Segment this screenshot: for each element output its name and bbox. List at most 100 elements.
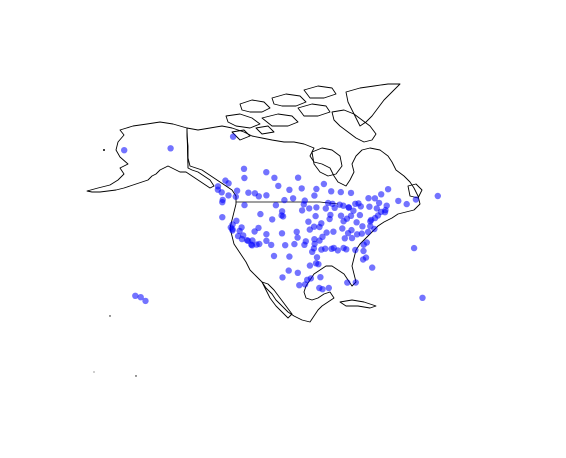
observation-point xyxy=(353,231,361,238)
observation-points-layer xyxy=(121,133,441,305)
island-speck xyxy=(103,149,105,151)
coastline-layer xyxy=(86,83,423,377)
observation-point xyxy=(293,228,300,235)
observation-point xyxy=(316,237,323,244)
observation-point xyxy=(255,193,262,200)
observation-point xyxy=(434,192,441,200)
observation-point xyxy=(359,256,367,263)
arctic-island xyxy=(225,113,261,129)
observation-point xyxy=(384,186,392,193)
observation-point xyxy=(233,217,240,224)
observation-point xyxy=(363,239,370,246)
observation-point xyxy=(121,147,128,154)
observation-point xyxy=(327,211,334,219)
arctic-island xyxy=(297,103,331,117)
observation-point xyxy=(322,205,329,212)
observation-point xyxy=(286,253,293,260)
observation-point xyxy=(298,185,305,192)
observation-point xyxy=(229,133,237,140)
observation-point xyxy=(275,182,282,190)
arctic-island xyxy=(271,93,307,107)
observation-point xyxy=(352,279,359,286)
observation-point xyxy=(306,262,314,269)
island-speck xyxy=(135,375,137,377)
observation-point xyxy=(263,231,270,238)
observation-point xyxy=(312,260,320,267)
observation-point xyxy=(347,212,355,219)
observation-point xyxy=(325,284,332,292)
observation-point xyxy=(282,242,289,249)
observation-point xyxy=(352,200,359,207)
observation-point xyxy=(358,230,365,237)
observation-point xyxy=(298,207,306,214)
observation-point xyxy=(225,192,232,199)
alaska-canada-border xyxy=(186,127,189,169)
observation-point xyxy=(268,241,275,249)
observation-point xyxy=(383,202,390,209)
observation-point xyxy=(255,224,262,232)
observation-point xyxy=(340,218,347,225)
observation-point xyxy=(142,297,149,305)
greenland-coastline xyxy=(345,83,401,127)
observation-point xyxy=(353,219,360,226)
observation-point xyxy=(294,234,301,241)
observation-point xyxy=(343,246,350,253)
observation-point xyxy=(348,234,356,242)
observation-point xyxy=(241,174,248,182)
observation-point xyxy=(359,223,366,230)
observation-point xyxy=(313,185,320,193)
observation-point xyxy=(356,211,364,219)
arctic-island xyxy=(255,125,275,135)
observation-point xyxy=(233,187,241,194)
observation-point xyxy=(378,191,385,198)
observation-point xyxy=(270,252,278,260)
observation-point xyxy=(344,279,351,286)
observation-point xyxy=(132,292,139,299)
observation-point xyxy=(253,241,260,248)
cuba-coastline xyxy=(339,299,377,309)
observation-point xyxy=(257,210,264,218)
observation-point xyxy=(278,212,285,219)
observation-point xyxy=(313,204,320,211)
observation-point xyxy=(286,186,293,193)
observation-point xyxy=(249,237,256,244)
arctic-island xyxy=(231,129,251,141)
observation-point xyxy=(311,240,318,248)
island-speck xyxy=(109,315,111,317)
observation-point xyxy=(337,212,345,219)
us-canada-border xyxy=(236,201,339,205)
observation-point xyxy=(137,294,144,301)
arctic-island xyxy=(239,99,271,113)
observation-point xyxy=(225,180,232,187)
observation-point xyxy=(300,201,307,208)
hudson-bay-coastline xyxy=(311,147,343,177)
observation-point xyxy=(364,228,372,236)
observation-point xyxy=(285,267,292,274)
baja-coastline xyxy=(261,281,293,319)
observation-point xyxy=(289,195,297,202)
observation-point xyxy=(319,286,326,293)
observation-point xyxy=(340,202,347,209)
observation-point xyxy=(341,235,348,242)
observation-point xyxy=(240,165,248,172)
observation-point xyxy=(304,276,311,283)
observation-point xyxy=(263,169,270,176)
observation-point xyxy=(365,195,372,202)
observation-point xyxy=(371,195,379,202)
observation-point xyxy=(241,201,248,209)
observation-point xyxy=(318,220,325,227)
alaska-coastline xyxy=(86,121,215,193)
newfoundland-coastline xyxy=(407,183,423,199)
observation-point xyxy=(330,244,337,252)
observation-point xyxy=(322,245,329,252)
observation-point xyxy=(229,227,236,234)
observation-point xyxy=(238,224,245,231)
observation-point xyxy=(347,189,355,197)
observation-point xyxy=(219,214,226,221)
observation-point xyxy=(352,246,359,254)
observation-point xyxy=(301,241,308,248)
observation-point xyxy=(240,232,247,239)
observation-point xyxy=(412,196,420,203)
observation-point xyxy=(324,199,332,207)
